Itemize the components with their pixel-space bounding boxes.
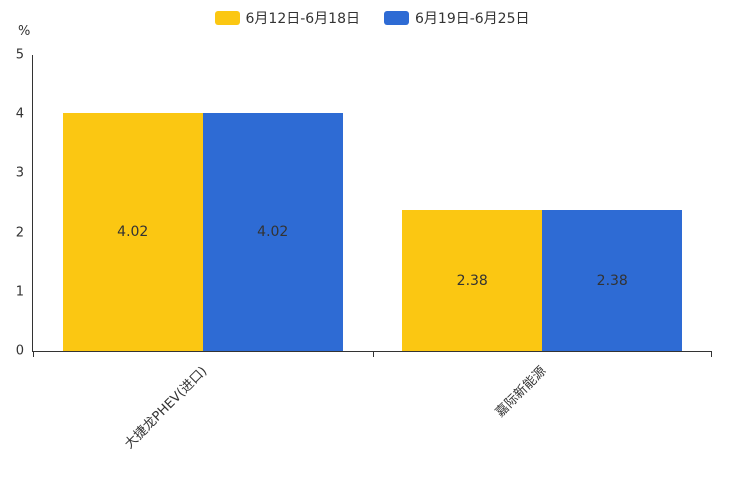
x-axis-category-label: 大捷龙PHEV(进口): [121, 363, 211, 453]
x-axis-category-label: 嘉际新能源: [493, 363, 550, 421]
bar-series1-category1[interactable]: 4.02: [62, 113, 203, 351]
bar-value-label: 2.38: [596, 272, 628, 289]
legend-item-week2[interactable]: 6月19日-6月25日: [384, 8, 530, 28]
bar-series1-category2[interactable]: 2.38: [402, 210, 543, 351]
bar-value-label: 2.38: [456, 272, 488, 289]
y-axis-tick-label: 0: [15, 343, 24, 359]
y-axis-tick-label: 1: [15, 284, 24, 300]
y-axis-tick-label: 2: [15, 225, 24, 241]
y-axis-tick-label: 5: [15, 47, 24, 63]
legend-swatch-week1: [214, 11, 240, 25]
x-axis-tick-mark: [711, 351, 712, 357]
bar-series2-category2[interactable]: 2.38: [542, 210, 683, 351]
legend-label-week1: 6月12日-6月18日: [245, 11, 361, 27]
y-axis-tick-label: 4: [15, 106, 24, 122]
bar-value-label: 4.02: [257, 224, 289, 241]
y-axis-unit-label: %: [18, 24, 31, 39]
legend-item-week1[interactable]: 6月12日-6月18日: [214, 8, 361, 28]
legend-swatch-week2: [384, 11, 409, 25]
legend-label-week2: 6月19日-6月25日: [415, 11, 530, 27]
y-axis-tick-label: 3: [15, 165, 24, 181]
plot-area: 0 1 2 3 4 5 4.02 4.02 大捷龙PHEV(进口) 2.38 2.38 嘉际新能源: [16, 49, 712, 452]
bar-series2-category1[interactable]: 4.02: [202, 113, 343, 351]
legend: 6月12日-6月18日 6月19日-6月25日: [0, 8, 744, 28]
x-axis-tick-mark: [372, 351, 374, 357]
bar-value-label: 4.02: [117, 224, 149, 241]
x-axis-tick-mark: [33, 351, 34, 357]
